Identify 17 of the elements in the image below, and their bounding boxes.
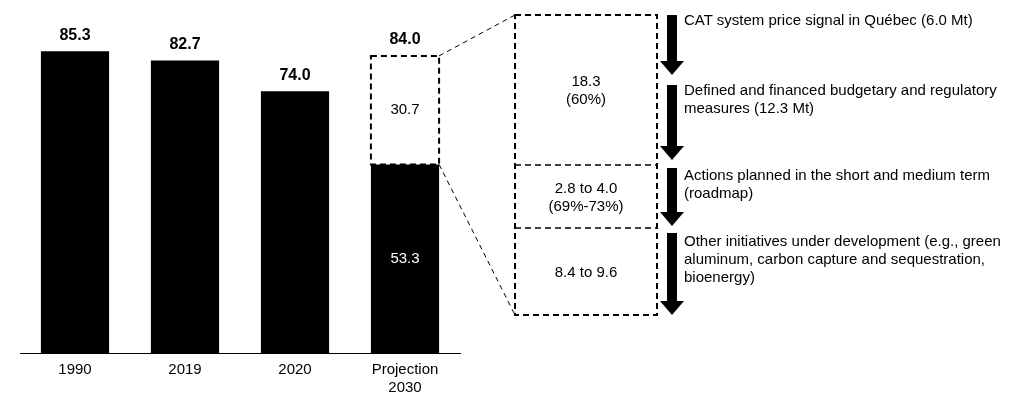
x-tick-label: 2020	[278, 360, 312, 378]
data-label: 30.7	[390, 100, 420, 118]
text: 8.4 to 9.6	[553, 262, 619, 281]
x-tick-label: Projection 2030	[371, 360, 439, 396]
x-tick-label: 2019	[168, 360, 202, 378]
x-tick-label: 1990	[58, 360, 92, 378]
text: CAT system price signal in Québec (6.0 Mt)	[684, 11, 974, 29]
total-label: 74.0	[279, 65, 311, 83]
text: Other initiatives under development (e.g., green aluminum, carbon capture and sequestration, bioenergy)	[684, 232, 1002, 286]
text: 18.3 (60%)	[565, 72, 607, 108]
text: Defined and financed budgetary and regulatory measures (12.3 Mt)	[684, 81, 998, 117]
total-label: 82.7	[169, 34, 201, 52]
text: 2.8 to 4.0 (69%-73%)	[547, 178, 625, 215]
total-label: 84.0	[389, 30, 421, 48]
data-label: 53.3	[390, 248, 420, 266]
text: Actions planned in the short and medium term (roadmap)	[684, 166, 991, 202]
total-label: 85.3	[59, 25, 91, 43]
